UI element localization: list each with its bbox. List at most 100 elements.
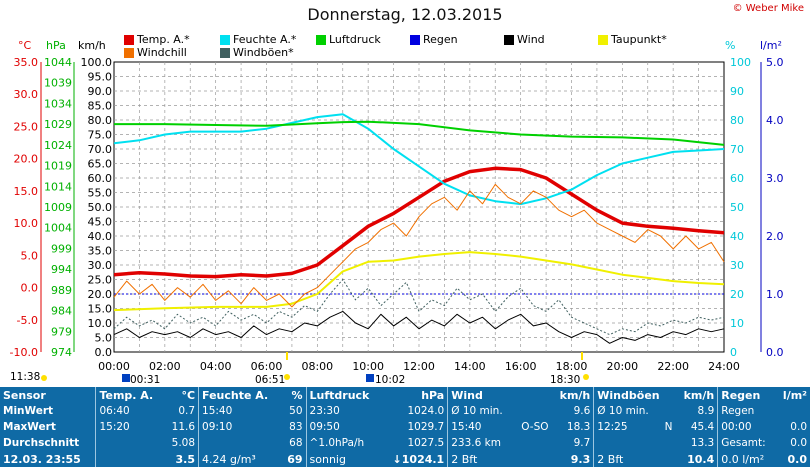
series-line-windb-en bbox=[113, 279, 725, 336]
stats-header-cell: °C bbox=[181, 388, 196, 402]
legend-swatch bbox=[410, 34, 420, 45]
legend-label: Windböen* bbox=[233, 46, 294, 59]
x-tick-label: 08:00 bbox=[301, 360, 333, 373]
stats-cell-temp: 11.6 bbox=[171, 421, 196, 433]
credit-link[interactable]: © Weber Mike bbox=[732, 3, 804, 14]
axis-tick-label-rain: 4.0 bbox=[766, 114, 784, 127]
axis-tick-label-temp: 35.0 bbox=[14, 56, 39, 69]
stats-cell-press-time: ^1.0hPa/h bbox=[305, 435, 382, 451]
axis-tick-label-humidity: 90 bbox=[730, 85, 744, 98]
axis-tick-label-wind: 20.0 bbox=[88, 288, 113, 301]
axis-tick-label-pressure: 1029 bbox=[44, 118, 72, 131]
stats-cell-rain: 0.0 bbox=[787, 452, 808, 466]
moonset-marker bbox=[122, 374, 130, 382]
stats-cell-press: 1029.7 bbox=[407, 421, 445, 433]
axis-tick-label-pressure: 1034 bbox=[44, 97, 72, 110]
series-line-windchill bbox=[113, 183, 725, 308]
axis-tick-label-wind: 75.0 bbox=[88, 129, 113, 142]
stats-header-cell: Windböen bbox=[593, 387, 676, 403]
legend-swatch bbox=[598, 34, 608, 45]
axis-tick-label-rain: 0.0 bbox=[766, 346, 784, 359]
legend-label: Feuchte A.* bbox=[233, 33, 297, 46]
legend-label: Luftdruck bbox=[329, 33, 381, 46]
axis-tick-label-pressure: 1009 bbox=[44, 201, 72, 214]
axis-tick-label-temp: 5.0 bbox=[21, 249, 39, 262]
stats-cell-label: MinWert bbox=[3, 405, 54, 417]
x-tick-label: 04:00 bbox=[200, 360, 232, 373]
stats-cell-wind: 18.3 bbox=[566, 421, 591, 433]
axis-tick-label-wind: 85.0 bbox=[88, 100, 113, 113]
axis-tick-label-wind: 60.0 bbox=[88, 172, 113, 185]
sunset-marker bbox=[583, 374, 589, 380]
stats-cell-wind: 9.7 bbox=[573, 437, 591, 449]
legend-label: Windchill bbox=[137, 46, 187, 59]
stats-cell-hum-time bbox=[198, 435, 282, 451]
stats-cell-gust-b: N bbox=[664, 421, 673, 433]
axis-tick-label-wind: 95.0 bbox=[88, 71, 113, 84]
axis-tick-label-pressure: 989 bbox=[51, 284, 72, 297]
legend-label: Regen bbox=[423, 33, 458, 46]
rain-unit-label: l/m² bbox=[760, 39, 782, 52]
pressure-unit-label: hPa bbox=[46, 39, 66, 52]
axis-tick-label-pressure: 979 bbox=[51, 325, 72, 338]
axis-tick-label-temp: 10.0 bbox=[14, 217, 39, 230]
axis-tick-label-humidity: 100 bbox=[730, 56, 751, 69]
x-tick-label: 06:00 bbox=[251, 360, 283, 373]
legend-swatch bbox=[124, 47, 134, 58]
stats-header-cell: Wind bbox=[447, 387, 552, 403]
axis-tick-label-humidity: 20 bbox=[730, 288, 744, 301]
legend-swatch bbox=[220, 47, 230, 58]
axis-tick-label-pressure: 1039 bbox=[44, 77, 72, 90]
stats-cell-hum: 69 bbox=[287, 452, 303, 466]
stats-cell-rain: 0.0 bbox=[790, 421, 807, 433]
axis-tick-label-wind: 10.0 bbox=[88, 317, 113, 330]
axis-tick-label-humidity: 30 bbox=[730, 259, 744, 272]
axis-tick-label-wind: 30.0 bbox=[88, 259, 113, 272]
stats-cell-press-time: 09:50 bbox=[305, 419, 382, 435]
stats-cell-rain: 0.0 bbox=[790, 437, 807, 449]
stats-cell-hum: 83 bbox=[289, 421, 303, 433]
axis-tick-label-temp: -10.0 bbox=[10, 346, 38, 359]
stats-cell-rain-a: Gesamt: bbox=[717, 435, 776, 451]
axis-tick-label-pressure: 984 bbox=[51, 305, 72, 318]
stats-cell-rain-a: Regen bbox=[717, 403, 776, 419]
stats-cell-gust-b bbox=[660, 451, 676, 467]
stats-cell-gust-b bbox=[660, 403, 676, 419]
stats-cell-press: 1027.5 bbox=[407, 437, 445, 449]
axis-tick-label-humidity: 60 bbox=[730, 172, 744, 185]
axis-tick-label-temp: 0.0 bbox=[21, 282, 39, 295]
stats-header-cell: l/m² bbox=[782, 388, 807, 402]
axis-tick-label-wind: 40.0 bbox=[88, 230, 113, 243]
axis-tick-label-humidity: 0 bbox=[730, 346, 737, 359]
moon2-marker bbox=[366, 374, 374, 382]
x-tick-label: 18:00 bbox=[556, 360, 588, 373]
stats-header-cell: km/h bbox=[559, 388, 591, 402]
legend-item: Regen bbox=[410, 33, 458, 46]
axis-tick-label-rain: 2.0 bbox=[766, 230, 784, 243]
stats-cell-hum: 68 bbox=[289, 437, 303, 449]
legend-item: Windchill bbox=[124, 46, 187, 59]
stats-cell-gust: 8.9 bbox=[697, 405, 715, 417]
stats-cell-wind: 9.6 bbox=[573, 405, 591, 417]
axis-tick-label-pressure: 1019 bbox=[44, 160, 72, 173]
stats-cell-wind-b bbox=[514, 403, 552, 419]
axis-tick-label-wind: 100.0 bbox=[81, 56, 113, 69]
axis-tick-label-wind: 35.0 bbox=[88, 245, 113, 258]
axis-tick-label-wind: 15.0 bbox=[88, 303, 113, 316]
axis-tick-label-wind: 5.0 bbox=[95, 332, 113, 345]
moon2-time: 10:02 bbox=[375, 374, 406, 386]
legend-item: Luftdruck bbox=[316, 33, 381, 46]
temp-unit-label: °C bbox=[18, 39, 32, 52]
legend-swatch bbox=[124, 34, 134, 45]
axis-tick-label-pressure: 1024 bbox=[44, 139, 72, 152]
axis-tick-label-pressure: 974 bbox=[51, 346, 72, 359]
x-tick-label: 02:00 bbox=[149, 360, 181, 373]
axis-tick-label-pressure: 994 bbox=[51, 263, 72, 276]
stats-cell-label: Durchschnitt bbox=[3, 437, 80, 449]
stats-row: MinWert 06:40 0.7 15:40 50 23:30 1024.0 Ø 10 mi… bbox=[0, 403, 810, 419]
stats-cell-gust-a bbox=[593, 435, 660, 451]
stats-row: 12.03. 23:55 3.5 4.24 g/m³ 69 sonnig ↓1024.1 2… bbox=[0, 451, 810, 467]
wind-unit-label: km/h bbox=[78, 39, 106, 52]
axis-tick-label-humidity: 80 bbox=[730, 114, 744, 127]
x-tick-label: 16:00 bbox=[505, 360, 537, 373]
